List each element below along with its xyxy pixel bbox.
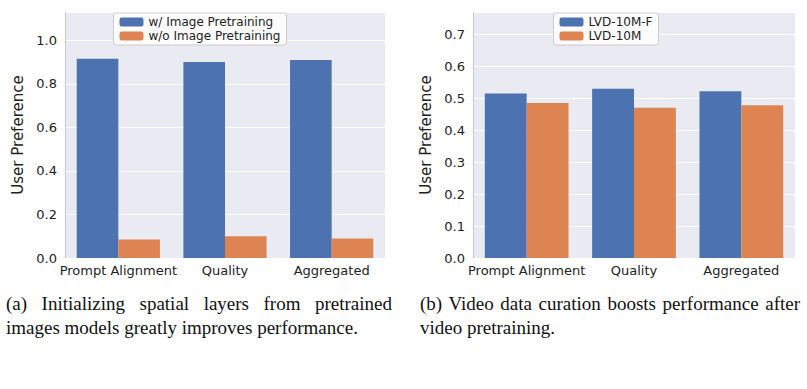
svg-text:0.6: 0.6 bbox=[36, 120, 57, 135]
svg-text:Prompt Alignment: Prompt Alignment bbox=[60, 263, 177, 278]
svg-text:0.5: 0.5 bbox=[444, 91, 465, 106]
svg-text:0.2: 0.2 bbox=[36, 207, 57, 222]
svg-text:0.3: 0.3 bbox=[444, 155, 465, 170]
svg-text:0.7: 0.7 bbox=[444, 27, 465, 42]
svg-text:Prompt Alignment: Prompt Alignment bbox=[468, 263, 585, 278]
svg-text:User Preference: User Preference bbox=[417, 75, 435, 194]
svg-text:0.6: 0.6 bbox=[444, 59, 465, 74]
svg-text:0.8: 0.8 bbox=[36, 76, 57, 91]
svg-text:w/ Image Pretraining: w/ Image Pretraining bbox=[149, 15, 274, 29]
svg-text:LVD-10M-F: LVD-10M-F bbox=[588, 15, 652, 29]
svg-text:1.0: 1.0 bbox=[36, 33, 57, 48]
svg-text:w/o Image Pretraining: w/o Image Pretraining bbox=[149, 29, 281, 43]
svg-text:User Preference: User Preference bbox=[9, 75, 27, 194]
svg-text:Quality: Quality bbox=[611, 263, 658, 278]
svg-text:Quality: Quality bbox=[202, 263, 249, 278]
svg-text:Aggregated: Aggregated bbox=[703, 263, 779, 278]
svg-text:0.4: 0.4 bbox=[444, 123, 465, 138]
svg-text:Aggregated: Aggregated bbox=[294, 263, 370, 278]
svg-text:0.1: 0.1 bbox=[444, 219, 465, 234]
svg-text:LVD-10M: LVD-10M bbox=[588, 29, 641, 43]
svg-text:0.0: 0.0 bbox=[444, 251, 465, 266]
html-text:(b) Video data curation boosts: (b) Video data curation boosts performan… bbox=[420, 293, 800, 338]
svg-text:0.2: 0.2 bbox=[444, 187, 465, 202]
svg-text:0.4: 0.4 bbox=[36, 163, 57, 178]
html-text:(a) Initializing spatial layer: (a) Initializing spatial layers from pre… bbox=[6, 293, 392, 338]
svg-text:0.0: 0.0 bbox=[36, 251, 57, 266]
